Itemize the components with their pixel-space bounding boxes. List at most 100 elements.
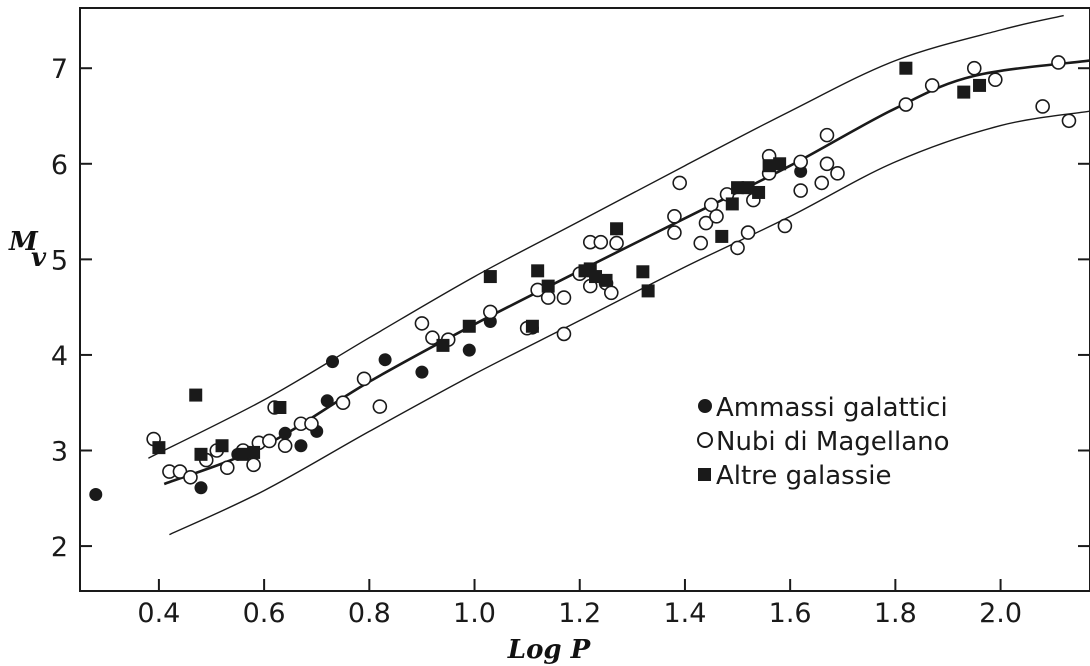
- x-tick-label: 1.6: [769, 598, 812, 629]
- y-tick-label: 3: [51, 437, 68, 468]
- x-tick-label: 1.4: [663, 598, 706, 629]
- point-nubi-di-magellano: [183, 469, 198, 485]
- point-altre-galassie: [899, 61, 913, 75]
- point-altre-galassie: [436, 338, 450, 352]
- upper-envelope-line: [148, 14, 1064, 459]
- point-altre-galassie: [599, 273, 613, 287]
- point-nubi-di-magellano: [819, 127, 835, 143]
- point-altre-galassie: [541, 279, 555, 293]
- point-nubi-di-magellano: [1061, 113, 1077, 129]
- point-altre-galassie: [752, 185, 766, 199]
- point-nubi-di-magellano: [356, 371, 372, 387]
- point-nubi-di-magellano: [966, 60, 982, 76]
- y-tick-label: 5: [51, 245, 68, 276]
- y-tick-label: 6: [51, 150, 68, 181]
- y-axis: 2 3 4 5 6 7: [51, 54, 1090, 563]
- point-nubi-di-magellano: [277, 438, 293, 454]
- point-nubi-di-magellano: [898, 97, 914, 112]
- x-tick-label: 1.2: [558, 598, 601, 629]
- point-nubi-di-magellano: [709, 209, 724, 224]
- point-nubi-di-magellano: [672, 175, 687, 191]
- x-tick-label: 1.0: [453, 598, 496, 629]
- point-nubi-di-magellano: [667, 225, 682, 240]
- point-altre-galassie: [741, 181, 755, 195]
- point-nubi-di-magellano: [414, 316, 430, 331]
- point-altre-galassie: [636, 265, 650, 279]
- point-nubi-di-magellano: [819, 156, 835, 172]
- legend-marker-ammassi-galattici: [698, 399, 712, 413]
- y-tick-label: 4: [51, 341, 68, 372]
- point-altre-galassie: [462, 319, 476, 333]
- point-altre-galassie: [189, 388, 203, 402]
- point-nubi-di-magellano: [777, 218, 793, 234]
- point-altre-galassie: [247, 445, 261, 459]
- point-altre-galassie: [641, 284, 655, 298]
- x-tick-label: 1.8: [874, 598, 917, 629]
- point-ammassi-galattici: [89, 487, 103, 501]
- x-axis-label: Log P: [507, 635, 592, 665]
- point-nubi-di-magellano: [740, 225, 756, 240]
- point-nubi-di-magellano: [730, 240, 745, 256]
- point-altre-galassie: [236, 447, 250, 461]
- point-altre-galassie: [957, 85, 971, 99]
- point-nubi-di-magellano: [372, 399, 388, 414]
- point-nubi-di-magellano: [219, 460, 235, 476]
- plot-frame: [79, 7, 1090, 592]
- point-ammassi-galattici: [326, 355, 339, 369]
- point-ammassi-galattici: [378, 353, 392, 367]
- lower-envelope-line: [169, 110, 1090, 536]
- point-nubi-di-magellano: [483, 304, 498, 320]
- legend-label-altre-galassie: Altre galassie: [716, 461, 892, 491]
- x-tick-label: 0.8: [348, 598, 391, 629]
- legend: Ammassi galattici Nubi di Magellano Altr…: [697, 393, 950, 491]
- point-nubi-di-magellano: [924, 78, 940, 93]
- point-altre-galassie: [215, 439, 229, 453]
- point-nubi-di-magellano: [667, 209, 682, 224]
- point-altre-galassie: [715, 229, 729, 243]
- point-altre-galassie: [273, 400, 287, 414]
- point-nubi-di-magellano: [793, 183, 808, 198]
- point-nubi-di-magellano: [698, 215, 714, 231]
- point-nubi-di-magellano: [814, 175, 830, 191]
- x-tick-label: 2.0: [979, 598, 1022, 629]
- point-nubi-di-magellano: [609, 235, 624, 251]
- point-nubi-di-magellano: [793, 154, 808, 170]
- point-altre-galassie: [152, 441, 166, 455]
- legend-label-nubi-di-magellano: Nubi di Magellano: [716, 427, 950, 457]
- point-ammassi-galattici: [278, 426, 292, 440]
- legend-marker-altre-galassie: [698, 468, 711, 481]
- point-altre-galassie: [773, 157, 787, 171]
- point-nubi-di-magellano: [262, 433, 277, 449]
- point-altre-galassie: [531, 264, 545, 278]
- point-altre-galassie: [610, 222, 624, 236]
- point-altre-galassie: [589, 270, 603, 284]
- y-tick-label: 7: [51, 54, 68, 85]
- point-nubi-di-magellano: [556, 326, 572, 342]
- data-points: [89, 55, 1077, 501]
- point-altre-galassie: [725, 197, 739, 211]
- point-nubi-di-magellano: [604, 285, 619, 301]
- point-ammassi-galattici: [320, 394, 334, 408]
- point-ammassi-galattici: [194, 481, 208, 495]
- point-ammassi-galattici: [462, 343, 476, 357]
- point-altre-galassie: [525, 319, 539, 333]
- x-tick-label: 0.4: [137, 598, 180, 629]
- point-nubi-di-magellano: [593, 234, 609, 250]
- point-nubi-di-magellano: [988, 72, 1003, 87]
- y-axis-label-main: M: [8, 227, 39, 257]
- point-altre-galassie: [731, 181, 745, 195]
- y-tick-label: 2: [51, 532, 68, 563]
- point-altre-galassie: [483, 270, 497, 284]
- legend-label-ammassi-galattici: Ammassi galattici: [716, 393, 948, 423]
- point-altre-galassie: [973, 78, 987, 92]
- point-nubi-di-magellano: [335, 395, 351, 411]
- point-nubi-di-magellano: [425, 330, 440, 346]
- point-altre-galassie: [762, 159, 776, 173]
- point-nubi-di-magellano: [830, 166, 845, 181]
- point-ammassi-galattici: [294, 439, 308, 453]
- point-nubi-di-magellano: [540, 290, 556, 305]
- x-tick-label: 0.6: [243, 598, 286, 629]
- point-nubi-di-magellano: [1051, 55, 1066, 70]
- legend-marker-nubi-di-magellano: [697, 432, 713, 448]
